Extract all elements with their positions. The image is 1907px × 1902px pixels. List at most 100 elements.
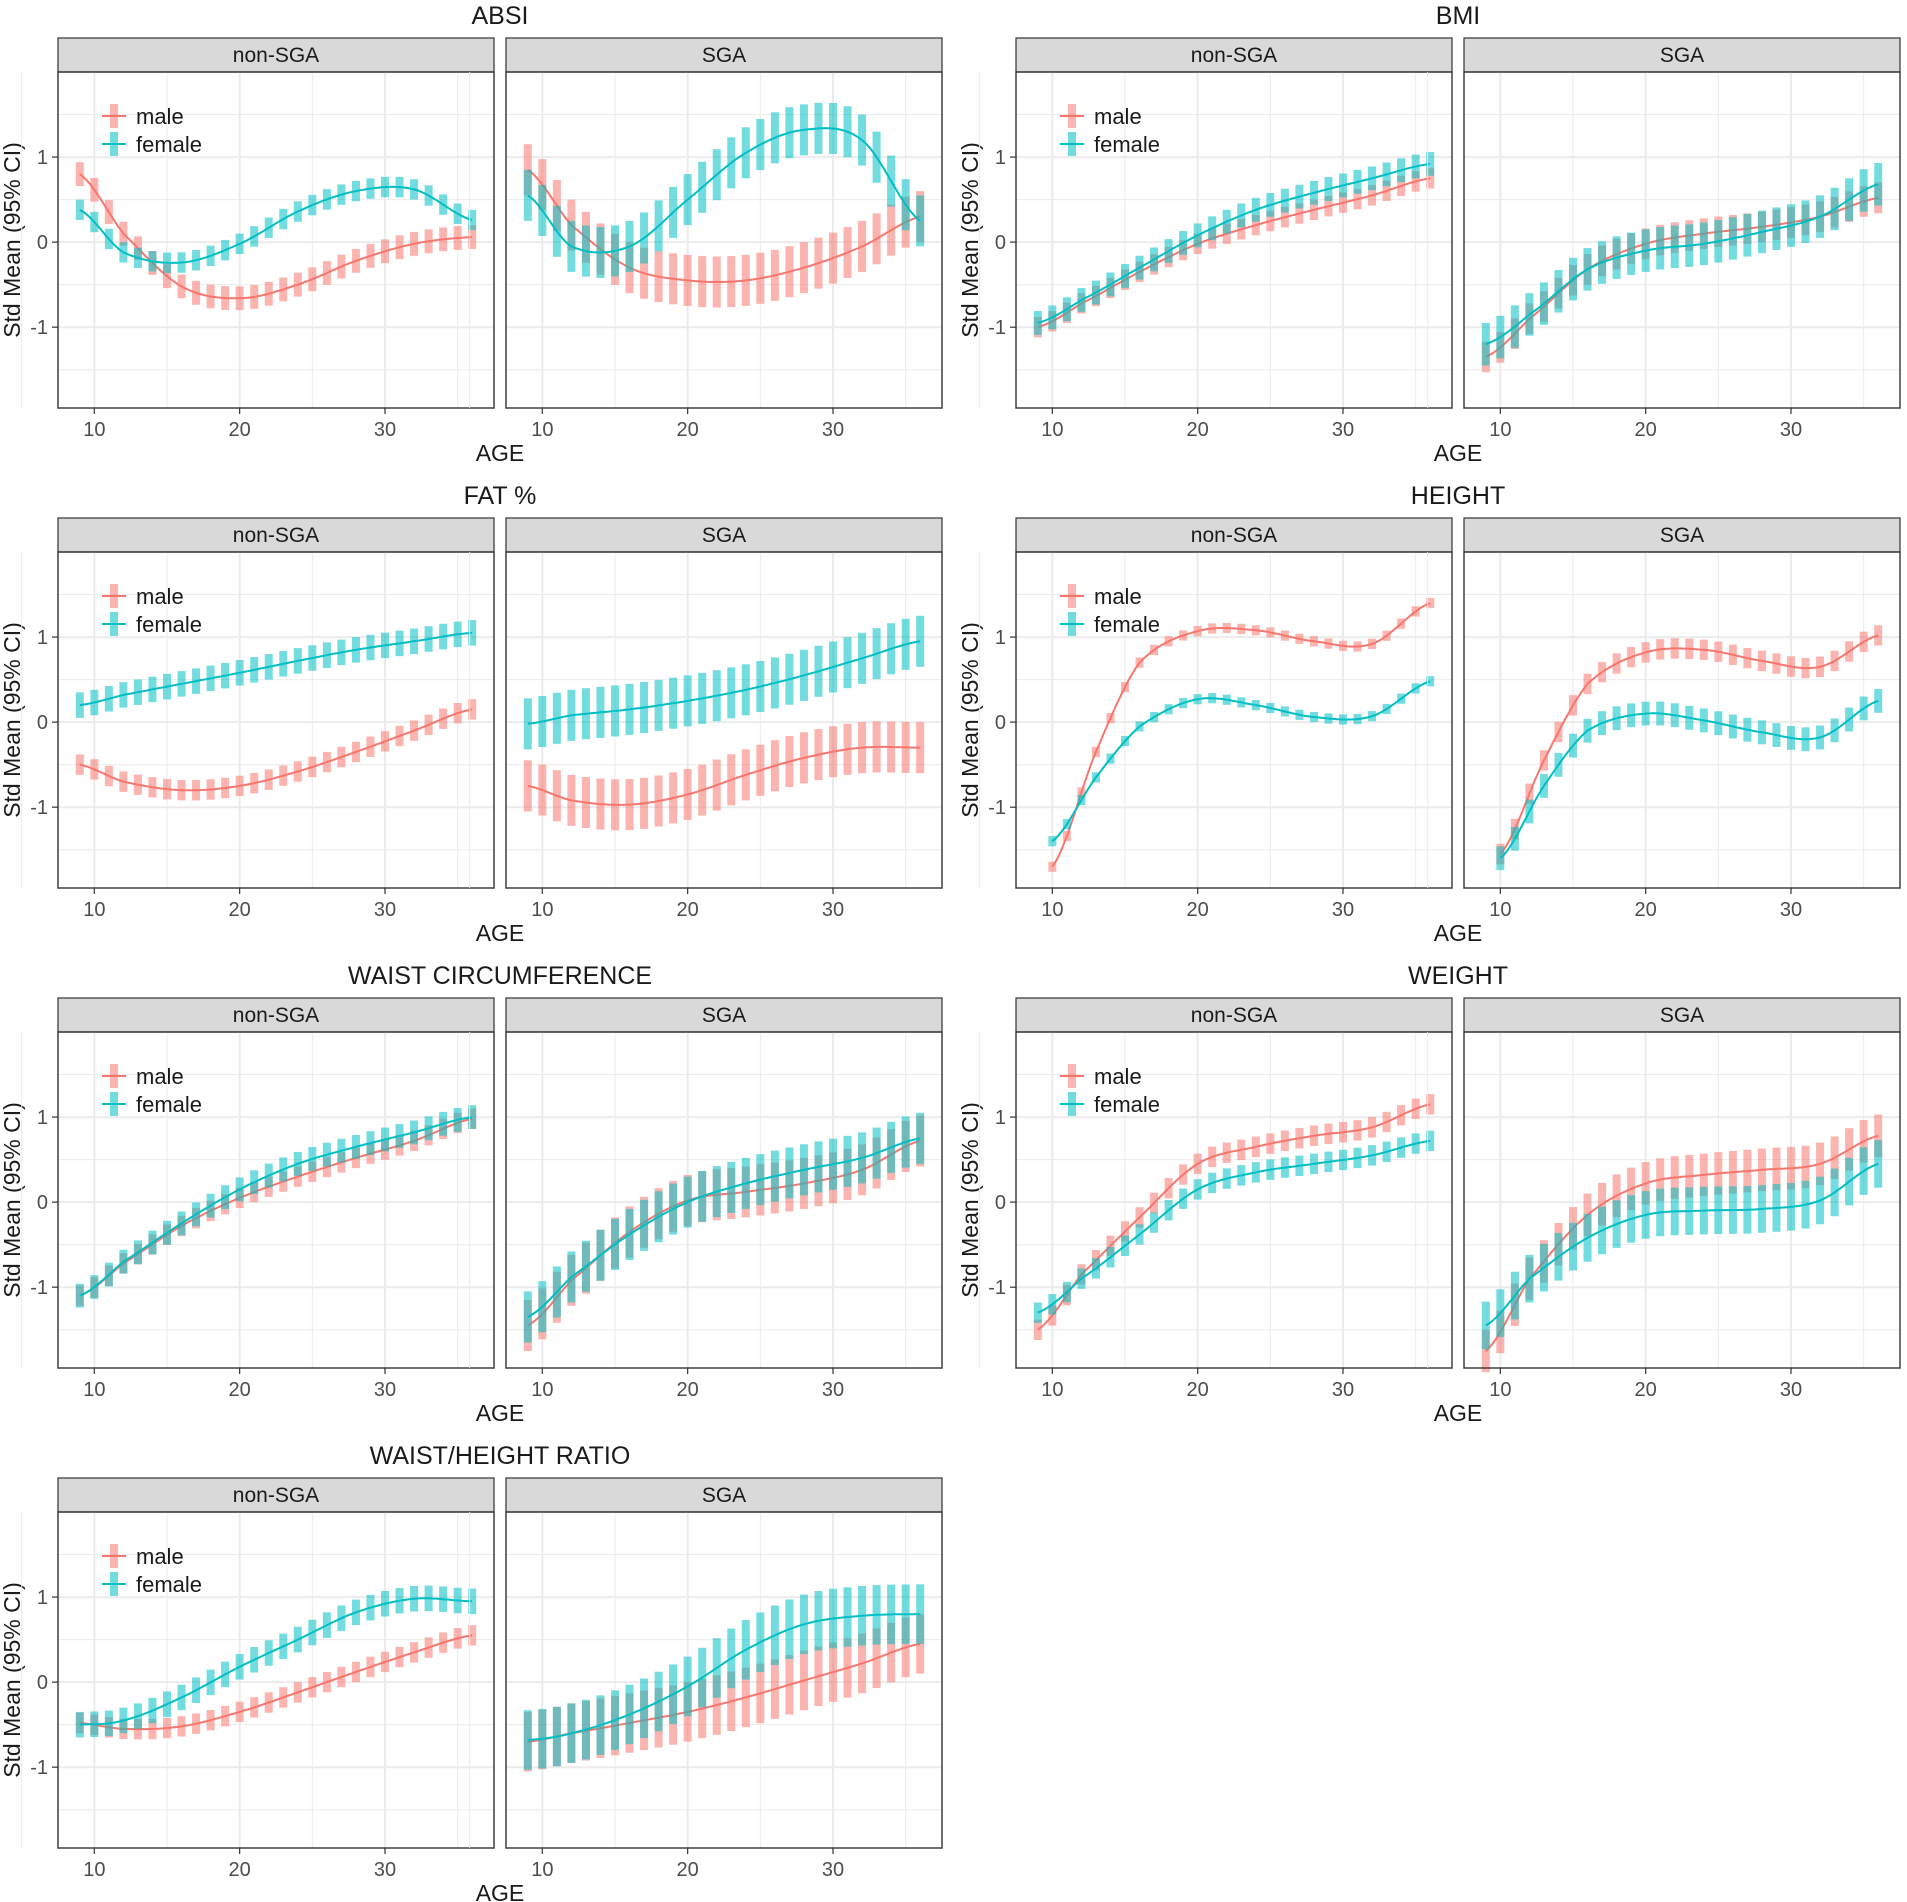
x-tick-label: 10 (83, 419, 105, 441)
chart-title: WAIST CIRCUMFERENCE (348, 962, 652, 990)
female-fit-line (1037, 162, 1431, 324)
x-tick-label: 10 (1041, 899, 1063, 921)
facet-strip (1015, 517, 1453, 553)
y-axis-label: Std Mean (95% CI) (0, 622, 25, 818)
facet-strip (505, 1477, 943, 1513)
panel-sga: SGA 10 20 30 (469, 517, 943, 921)
chart-block-absi: ABSI Std Mean (95% CI) non-SGA 10 20 30 -1 0 1 ma… (0, 2, 943, 466)
y-tick-label: 0 (995, 1192, 1006, 1214)
facet-strip (1463, 37, 1901, 73)
male-fit-line (527, 1642, 921, 1743)
chart-title: BMI (1436, 2, 1480, 30)
female-fit-line (1499, 699, 1879, 859)
legend-label-male: male (136, 584, 184, 609)
male-ci-bar (1033, 1319, 1042, 1340)
x-tick-label: 10 (83, 1379, 105, 1401)
y-tick-label: 1 (995, 627, 1006, 649)
x-tick-label: 30 (374, 899, 396, 921)
female-ci-bar (1874, 688, 1883, 713)
female-ci-bar (1426, 676, 1435, 687)
facet-strip (1015, 37, 1453, 73)
x-tick-label: 20 (1635, 899, 1657, 921)
panel-non-sga: non-SGA 10 20 30 -1 0 1 male female (21, 37, 495, 441)
facet-label: SGA (1660, 44, 1704, 67)
female-fit-line (1051, 680, 1431, 842)
y-tick-label: 0 (995, 712, 1006, 734)
facet-label: non-SGA (233, 1004, 319, 1027)
y-tick-label: 0 (995, 232, 1006, 254)
female-ci-bar (1033, 311, 1042, 335)
facet-label: non-SGA (1191, 524, 1277, 547)
male-fit-line (79, 173, 473, 300)
x-tick-label: 20 (677, 899, 699, 921)
x-axis-label: AGE (476, 440, 525, 466)
female-fit-line (527, 1137, 921, 1318)
y-tick-label: -1 (988, 1277, 1006, 1299)
facet-label: SGA (1660, 524, 1704, 547)
panel-sga: SGA 10 20 30 (1427, 37, 1901, 441)
y-tick-label: 1 (37, 1587, 48, 1609)
male-ci-bar (1874, 1114, 1883, 1158)
y-axis-label: Std Mean (95% CI) (0, 142, 25, 338)
female-fit-line (1485, 1162, 1879, 1327)
facet-label: SGA (1660, 1004, 1704, 1027)
legend-label-female: female (136, 1092, 202, 1117)
female-fit-line (527, 640, 921, 725)
male-fit-line (1499, 634, 1879, 855)
panel-sga: SGA 10 20 30 (469, 1477, 943, 1881)
x-tick-label: 10 (531, 1379, 553, 1401)
facet-strip (57, 517, 495, 553)
chart-block-height: HEIGHT Std Mean (95% CI) non-SGA 10 20 30 -1 0 1… (957, 482, 1901, 946)
panel-non-sga: non-SGA 10 20 30 -1 0 1 male female (21, 1477, 495, 1881)
panel-sga: SGA 10 20 30 (1427, 517, 1901, 921)
female-fit-line (1485, 183, 1879, 346)
facet-strip (1463, 517, 1901, 553)
chart-block-fat-: FAT % Std Mean (95% CI) non-SGA 10 20 30 -1 0 1 m… (0, 482, 943, 946)
female-ci-bar (1033, 1302, 1042, 1323)
x-tick-label: 20 (229, 1379, 251, 1401)
y-tick-label: -1 (988, 797, 1006, 819)
female-fit-line (79, 185, 473, 264)
female-ci-bar (468, 209, 477, 231)
female-ci-bar (523, 698, 532, 750)
x-tick-label: 30 (1780, 899, 1802, 921)
panel-border (1015, 1031, 1453, 1369)
y-tick-label: -1 (30, 317, 48, 339)
x-tick-label: 20 (1635, 1379, 1657, 1401)
panel-border (505, 71, 943, 409)
panel-sga: SGA 10 20 30 (469, 997, 943, 1401)
x-tick-label: 20 (677, 419, 699, 441)
legend-label-female: female (1094, 1092, 1160, 1117)
panel-non-sga: non-SGA 10 20 30 -1 0 1 male female (979, 997, 1453, 1401)
facet-strip (57, 997, 495, 1033)
panel-border (57, 551, 495, 889)
y-tick-label: 0 (37, 712, 48, 734)
male-fit-line (1051, 602, 1431, 868)
panel-border (1463, 71, 1901, 409)
female-fit-line (79, 631, 473, 707)
x-tick-label: 30 (1332, 1379, 1354, 1401)
panel-non-sga: non-SGA 10 20 30 -1 0 1 male female (21, 517, 495, 921)
legend-label-male: male (1094, 584, 1142, 609)
facet-strip (1015, 997, 1453, 1033)
legend-label-male: male (1094, 1064, 1142, 1089)
x-tick-label: 10 (1489, 899, 1511, 921)
female-ci-bar (468, 1105, 477, 1129)
y-axis-label: Std Mean (95% CI) (957, 622, 983, 818)
male-fit-line (1037, 1103, 1431, 1331)
x-tick-label: 10 (531, 419, 553, 441)
y-tick-label: -1 (988, 317, 1006, 339)
female-ci-bar (1426, 1130, 1435, 1152)
male-fit-line (527, 745, 921, 806)
male-fit-line (527, 169, 921, 283)
y-axis-label: Std Mean (95% CI) (0, 1102, 25, 1298)
x-tick-label: 10 (1489, 419, 1511, 441)
x-tick-label: 30 (822, 899, 844, 921)
facet-label: SGA (702, 1484, 746, 1507)
female-ci-bar (468, 1588, 477, 1615)
x-axis-label: AGE (476, 920, 525, 946)
panel-border (1463, 1031, 1901, 1369)
facet-label: non-SGA (233, 1484, 319, 1507)
x-tick-label: 20 (229, 899, 251, 921)
facet-label: SGA (702, 44, 746, 67)
